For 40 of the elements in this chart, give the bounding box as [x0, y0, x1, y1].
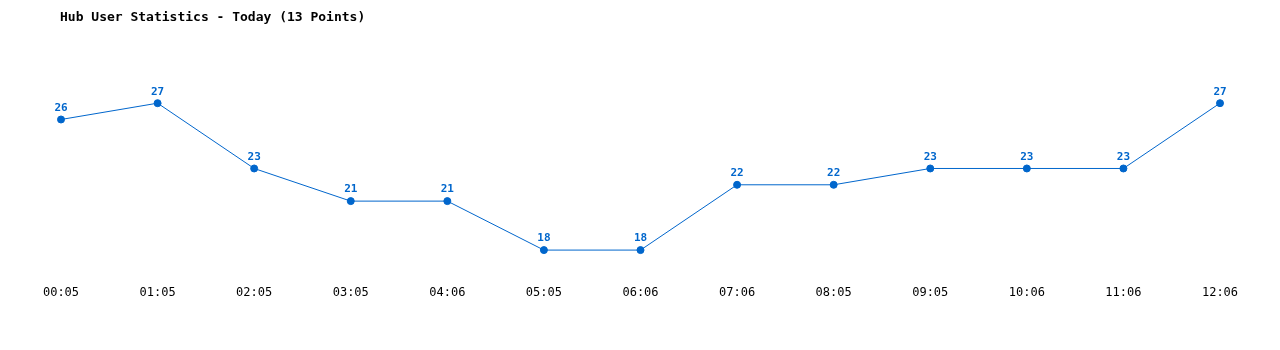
point [153, 99, 162, 108]
chart-title: Hub User Statistics - Today (13 Points) [60, 9, 366, 25]
data-label: 27 [1213, 84, 1227, 98]
x-tick-label: 03:05 [332, 284, 369, 299]
x-tick-label: 04:06 [429, 284, 466, 299]
point [733, 180, 742, 189]
point [57, 115, 65, 124]
point [1119, 164, 1128, 173]
data-label: 21 [344, 182, 358, 196]
x-tick-label: 02:05 [236, 284, 273, 299]
point [1022, 164, 1031, 173]
point [346, 197, 355, 206]
data-label: 22 [827, 166, 841, 180]
x-tick-label: 00:05 [42, 284, 80, 299]
data-label: 22 [730, 166, 744, 180]
x-tick-label: 11:06 [1105, 284, 1142, 299]
point [539, 246, 548, 255]
data-label: 23 [1116, 149, 1131, 163]
data-label: 23 [923, 149, 937, 163]
point [250, 164, 259, 173]
x-tick-label: 09:05 [912, 284, 949, 299]
x-tick-label: 07:06 [719, 284, 756, 299]
x-tick-label: 01:05 [139, 284, 176, 299]
x-tick-label: 06:06 [622, 284, 659, 299]
point [829, 180, 838, 189]
point [1216, 99, 1224, 108]
x-tick-label: 05:05 [525, 284, 562, 299]
data-label: 18 [633, 231, 648, 245]
data-label: 23 [247, 149, 261, 163]
x-tick-label: 10:06 [1008, 284, 1045, 299]
data-label: 27 [150, 84, 165, 98]
data-label: 21 [440, 182, 455, 196]
data-label: 18 [537, 231, 551, 245]
point [636, 246, 645, 255]
point [926, 164, 935, 173]
data-label: 23 [1020, 149, 1034, 163]
x-tick-label: 08:05 [815, 284, 852, 299]
x-tick-label: 12:06 [1201, 284, 1239, 299]
point [443, 197, 452, 206]
data-label: 26 [54, 100, 68, 114]
